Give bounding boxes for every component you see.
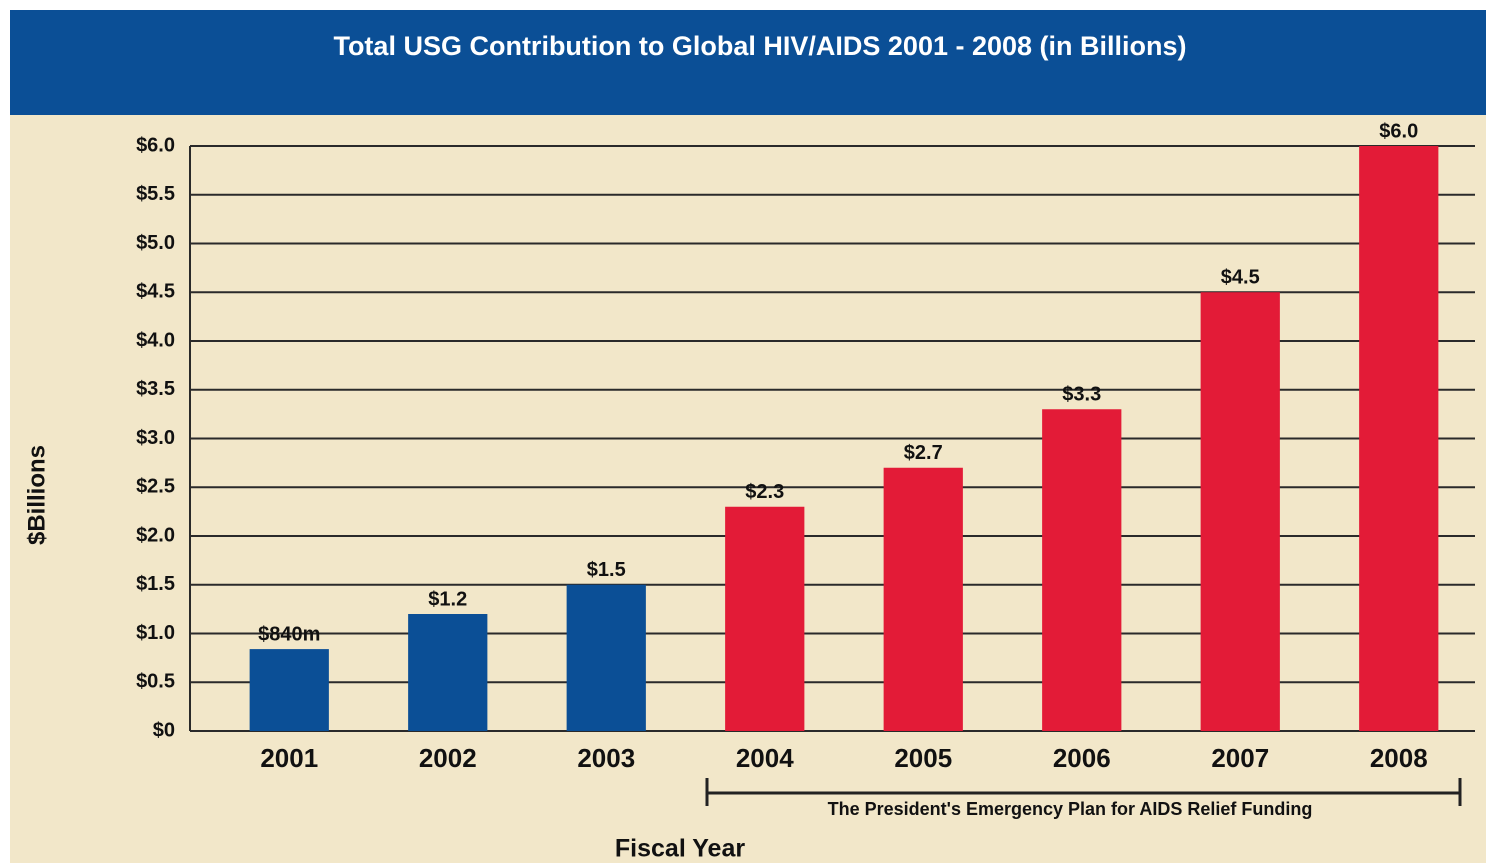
bar: [1042, 409, 1122, 731]
y-tick-label: $2.0: [136, 524, 175, 546]
x-tick-label: 2006: [1053, 743, 1111, 773]
bar: [725, 506, 805, 731]
chart-title: Total USG Contribution to Global HIV/AID…: [333, 31, 1186, 61]
y-tick-label: $4.0: [136, 329, 175, 351]
y-tick-label: $0.5: [136, 671, 175, 693]
x-tick-label: 2002: [419, 743, 477, 773]
bar: [883, 467, 963, 731]
annotation: The President's Emergency Plan for AIDS …: [828, 799, 1313, 819]
y-axis-label: $Billions: [23, 445, 50, 545]
y-tick-label: $3.0: [136, 427, 175, 449]
x-tick-label: 2007: [1211, 743, 1269, 773]
value-label: $2.3: [745, 481, 784, 503]
bar: [566, 584, 646, 731]
value-label: $840m: [258, 623, 320, 645]
bar: [1200, 292, 1280, 731]
x-tick-label: 2001: [260, 743, 318, 773]
y-tick-label: $3.5: [136, 378, 175, 400]
value-label: $1.2: [428, 588, 467, 610]
bracket: [705, 778, 1462, 806]
x-tick-label: 2004: [736, 743, 794, 773]
x-tick-label: 2008: [1370, 743, 1428, 773]
y-tick-label: $6.0: [136, 134, 175, 156]
value-label: $4.5: [1221, 267, 1260, 289]
value-label: $2.7: [904, 442, 943, 464]
y-tick-label: $5.5: [136, 183, 175, 205]
y-tick-label: $5.0: [136, 232, 175, 254]
x-axis-label: Fiscal Year: [615, 835, 745, 863]
bar: [408, 614, 488, 731]
bar: [1359, 146, 1439, 731]
y-tick-label: $2.5: [136, 476, 175, 498]
y-tick-label: $0: [153, 719, 175, 741]
y-tick-label: $4.5: [136, 281, 175, 303]
value-label: $6.0: [1379, 120, 1418, 142]
y-tick-label: $1.5: [136, 573, 175, 595]
bar: [249, 649, 329, 731]
value-label: $3.3: [1062, 384, 1101, 406]
header-band: [10, 10, 1486, 115]
y-tick-label: $1.0: [136, 622, 175, 644]
x-tick-label: 2005: [894, 743, 952, 773]
x-tick-label: 2003: [577, 743, 635, 773]
value-label: $1.5: [587, 559, 626, 581]
